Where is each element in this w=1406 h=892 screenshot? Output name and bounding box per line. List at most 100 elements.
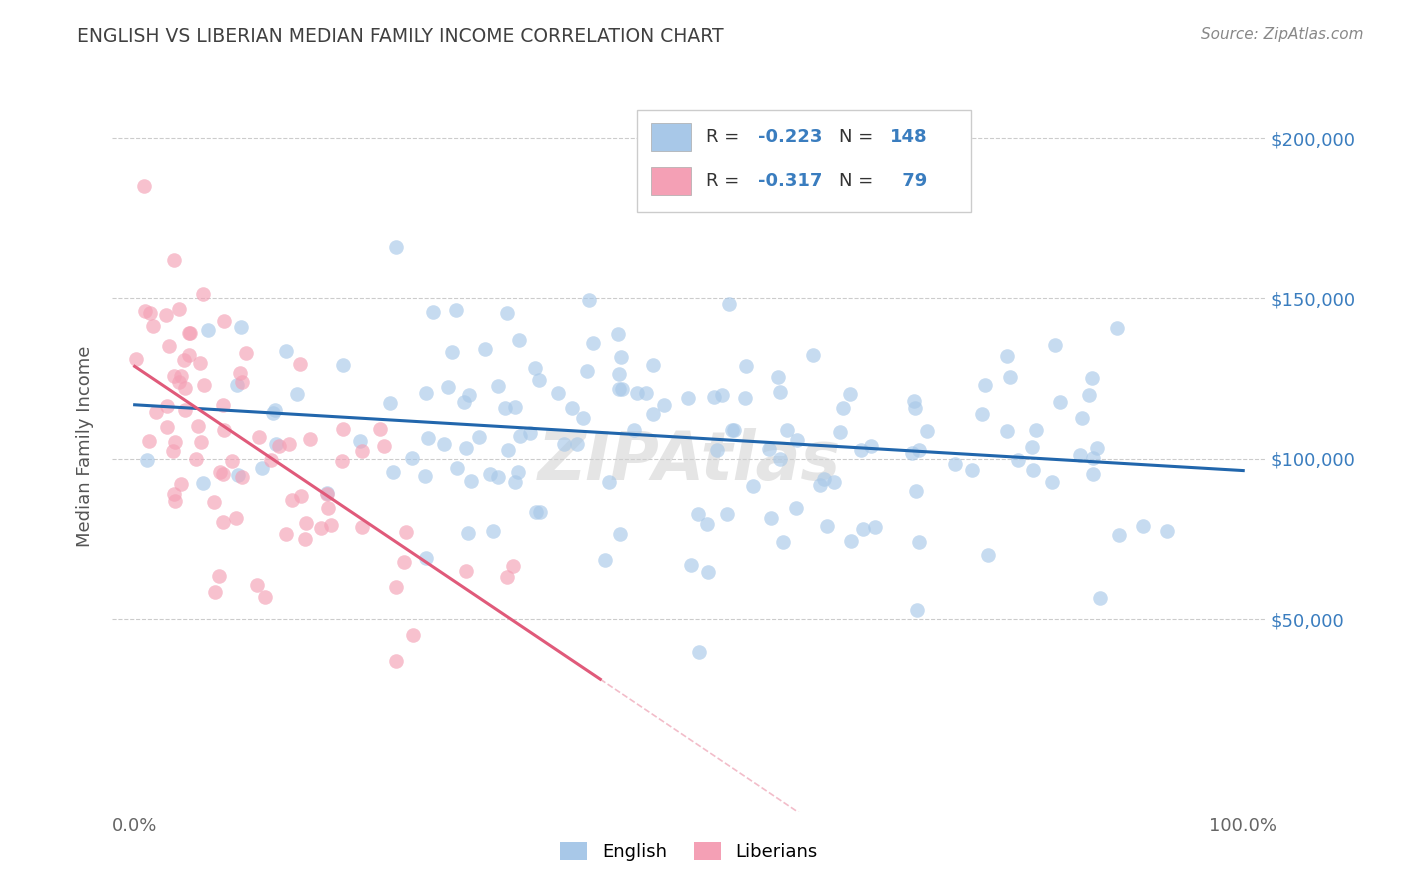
Point [908,535,931,549]
Point [138,434,160,448]
Point [1108,528,1130,542]
Point [723,424,745,438]
Point [274,343,297,358]
Point [823,475,845,490]
Point [741,479,763,493]
Point [721,423,744,437]
Point [437,380,460,394]
Point [197,323,219,337]
Point [676,392,699,406]
Point [454,441,477,455]
Point [134,304,156,318]
Point [163,435,186,450]
Point [208,465,231,479]
Point [262,406,284,420]
Point [830,425,852,439]
Point [467,430,489,444]
Point [266,437,288,451]
Point [634,385,657,400]
Point [162,443,184,458]
Point [221,454,243,468]
Point [1025,424,1047,438]
Point [915,425,938,439]
Point [1081,371,1104,385]
Point [211,515,233,529]
Point [446,460,468,475]
Point [1070,410,1092,425]
Point [610,350,633,364]
Point [607,382,630,396]
Point [415,386,437,401]
Point [776,423,799,437]
Point [384,654,406,668]
Point [832,401,855,415]
Point [212,423,235,437]
Point [506,465,529,479]
Point [696,566,718,580]
Point [226,467,249,482]
Point [679,558,702,573]
Point [415,550,437,565]
Point [378,395,401,409]
Point [524,361,547,376]
Point [250,460,273,475]
Legend: English, Liberians: English, Liberians [553,835,825,869]
Point [524,505,547,519]
Point [155,399,177,413]
Text: Source: ZipAtlas.com: Source: ZipAtlas.com [1201,27,1364,42]
Point [815,519,838,533]
Point [1156,524,1178,538]
Point [204,584,226,599]
Text: N =: N = [839,128,879,146]
Point [571,411,593,425]
Point [460,475,482,489]
Point [392,555,415,569]
Point [174,381,197,395]
Point [547,386,569,401]
Text: ZIPAtlas: ZIPAtlas [537,427,841,493]
Point [208,569,231,583]
Point [852,522,875,536]
Point [859,439,882,453]
Point [995,349,1018,363]
Point [225,377,247,392]
Point [225,511,247,525]
Point [441,344,464,359]
Point [385,240,408,254]
Point [529,505,551,519]
Point [298,432,321,446]
Point [321,518,343,533]
Point [761,511,783,525]
Point [607,367,630,381]
Point [553,436,575,450]
Point [385,580,408,594]
Point [179,326,201,340]
Point [350,519,373,533]
Point [249,430,271,444]
Point [813,472,835,486]
Point [446,303,468,318]
Point [278,437,301,451]
Point [316,501,339,516]
Point [245,578,267,592]
Point [177,348,200,362]
Point [1078,387,1101,401]
Point [1021,440,1043,454]
Point [190,435,212,450]
Point [905,603,928,617]
Text: R =: R = [706,172,745,190]
Point [401,450,423,465]
Point [865,520,887,534]
Point [274,526,297,541]
Point [212,398,235,412]
Point [696,516,718,531]
Point [652,398,675,412]
Point [139,305,162,319]
Point [626,386,648,401]
Point [155,309,177,323]
Point [382,465,405,479]
FancyBboxPatch shape [651,123,692,152]
Point [943,457,966,471]
Point [413,469,436,483]
Point [458,388,481,402]
